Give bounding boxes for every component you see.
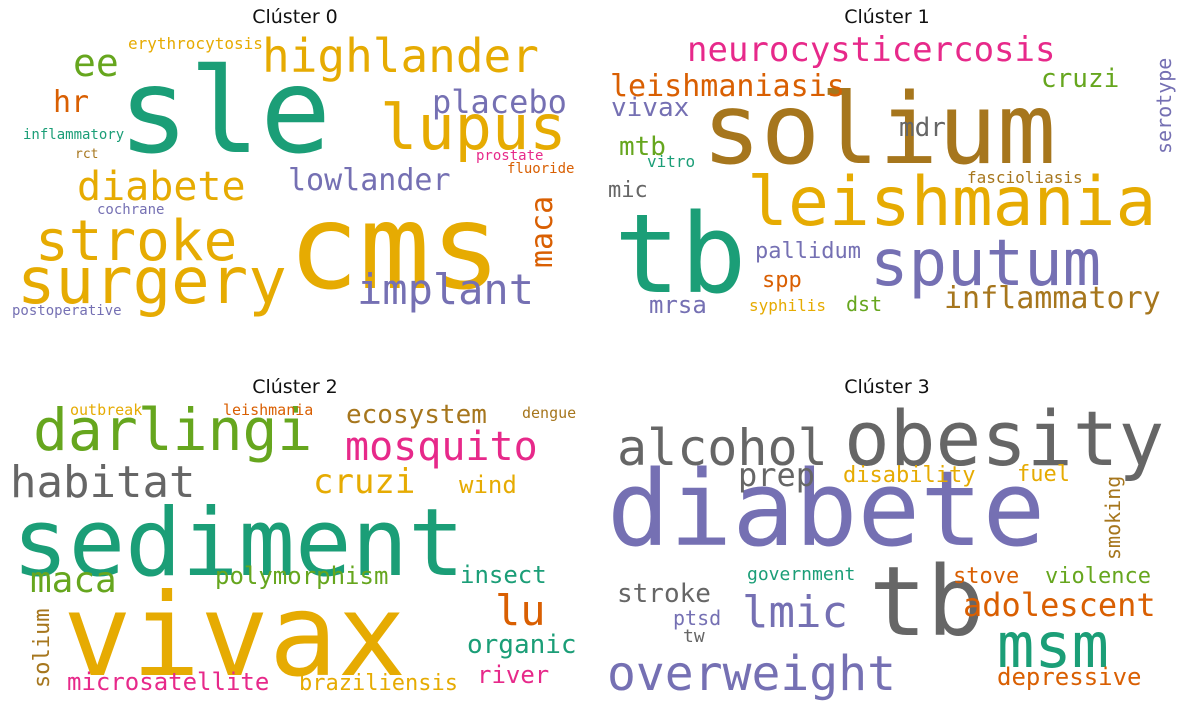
word-spp: spp xyxy=(762,268,802,293)
word-ee: ee xyxy=(73,41,119,85)
word-polymorphism: polymorphism xyxy=(215,562,388,590)
word-maca: maca xyxy=(525,196,560,268)
word-sputum: sputum xyxy=(870,227,1101,301)
word-serotype: serotype xyxy=(1152,58,1176,154)
word-prostate: prostate xyxy=(476,148,543,164)
word-cochrane: cochrane xyxy=(97,202,164,218)
panel-title: Clúster 1 xyxy=(844,6,930,28)
word-rct: rct xyxy=(75,147,98,162)
word-tw: tw xyxy=(683,626,705,647)
word-sediment: sediment xyxy=(12,489,465,598)
panel-title: Clúster 2 xyxy=(252,376,338,398)
word-mic: mic xyxy=(608,178,648,203)
word-highlander: highlander xyxy=(262,29,539,83)
word-neurocysticercosis: neurocysticercosis xyxy=(687,30,1055,70)
wordcloud-panel-3: Clúster 3 diabete obesity alcohol tb msm over… xyxy=(597,370,1177,710)
word-insect: insect xyxy=(460,561,547,589)
word-placebo: placebo xyxy=(432,83,567,121)
word-lu: lu xyxy=(495,586,546,635)
word-government: government xyxy=(747,564,855,585)
word-darlingi: darlingi xyxy=(33,396,312,464)
word-mosquito: mosquito xyxy=(345,424,538,470)
wordcloud-panel-2: Clúster 2 sediment vivax darlingi mosquito h… xyxy=(5,370,585,710)
word-diabete: diabete xyxy=(77,164,246,210)
word-prep: prep xyxy=(738,456,815,494)
word-solium: solium xyxy=(702,73,1056,187)
panel-title: Clúster 3 xyxy=(844,376,930,398)
word-fuel: fuel xyxy=(1017,462,1070,487)
word-vivax: vivax xyxy=(63,569,406,702)
word-mrsa: mrsa xyxy=(649,291,707,319)
word-microsatellite: microsatellite xyxy=(67,668,269,696)
word-sle: sle xyxy=(118,42,331,180)
panel-title: Clúster 0 xyxy=(252,6,338,28)
word-overweight: overweight xyxy=(607,646,896,702)
word-pallidum: pallidum xyxy=(755,239,861,264)
word-stroke: stroke xyxy=(35,209,237,274)
word-dst: dst xyxy=(846,292,882,316)
word-leishmania: leishmania xyxy=(747,163,1156,242)
word-stove: stove xyxy=(953,564,1019,589)
word-leishmania: leishmania xyxy=(223,401,313,419)
word-adolescent: adolescent xyxy=(963,586,1156,624)
word-inflammatory: inflammatory xyxy=(23,127,124,143)
word-diabete: diabete xyxy=(607,448,1045,570)
word-lmic: lmic xyxy=(742,587,848,638)
word-lowlander: lowlander xyxy=(288,163,451,198)
word-tb: tb xyxy=(869,546,985,658)
word-fluoride: fluoride xyxy=(507,161,574,177)
word-maca: maca xyxy=(30,560,117,601)
wordcloud-panel-1: Clúster 1 solium tb leishmania sputum neuroc… xyxy=(597,0,1177,340)
word-lupus: lupus xyxy=(380,91,567,164)
word-leishmaniasis: leishmaniasis xyxy=(610,69,845,104)
word-stroke: stroke xyxy=(617,579,711,609)
word-inflammatory: inflammatory xyxy=(944,281,1161,316)
word-hr: hr xyxy=(53,85,89,120)
word-outbreak: outbreak xyxy=(70,401,142,419)
word-wind: wind xyxy=(459,471,517,499)
word-dengue: dengue xyxy=(522,404,576,422)
word-smoking: smoking xyxy=(1101,476,1125,560)
word-alcohol: alcohol xyxy=(617,419,828,477)
word-postoperative: postoperative xyxy=(12,303,122,319)
word-ptsd: ptsd xyxy=(673,606,721,630)
word-implant: implant xyxy=(357,265,534,314)
word-cms: cms xyxy=(288,178,501,316)
word-vitro: vitro xyxy=(647,152,695,171)
word-river: river xyxy=(477,661,549,689)
word-disability: disability xyxy=(843,463,975,488)
word-organic: organic xyxy=(467,630,577,660)
word-habitat: habitat xyxy=(10,457,195,508)
word-tb: tb xyxy=(614,190,746,318)
word-fascioliasis: fascioliasis xyxy=(967,168,1083,187)
word-cruzi: cruzi xyxy=(313,462,415,502)
word-mtb: mtb xyxy=(619,132,666,162)
word-braziliensis: braziliensis xyxy=(299,671,458,696)
word-ecosystem: ecosystem xyxy=(346,400,487,430)
word-depressive: depressive xyxy=(997,663,1142,691)
wordcloud-panel-0: Clúster 0 sle cms highlander lupus surgery st… xyxy=(5,0,585,340)
word-cruzi: cruzi xyxy=(1041,64,1119,94)
word-erythrocytosis: erythrocytosis xyxy=(128,34,263,53)
word-mdr: mdr xyxy=(899,113,946,143)
word-syphilis: syphilis xyxy=(749,296,826,315)
word-obesity: obesity xyxy=(844,394,1164,483)
word-vivax: vivax xyxy=(611,93,689,123)
word-msm: msm xyxy=(997,609,1109,682)
word-solium: solium xyxy=(30,609,55,688)
word-surgery: surgery xyxy=(17,245,287,319)
word-violence: violence xyxy=(1045,564,1151,589)
